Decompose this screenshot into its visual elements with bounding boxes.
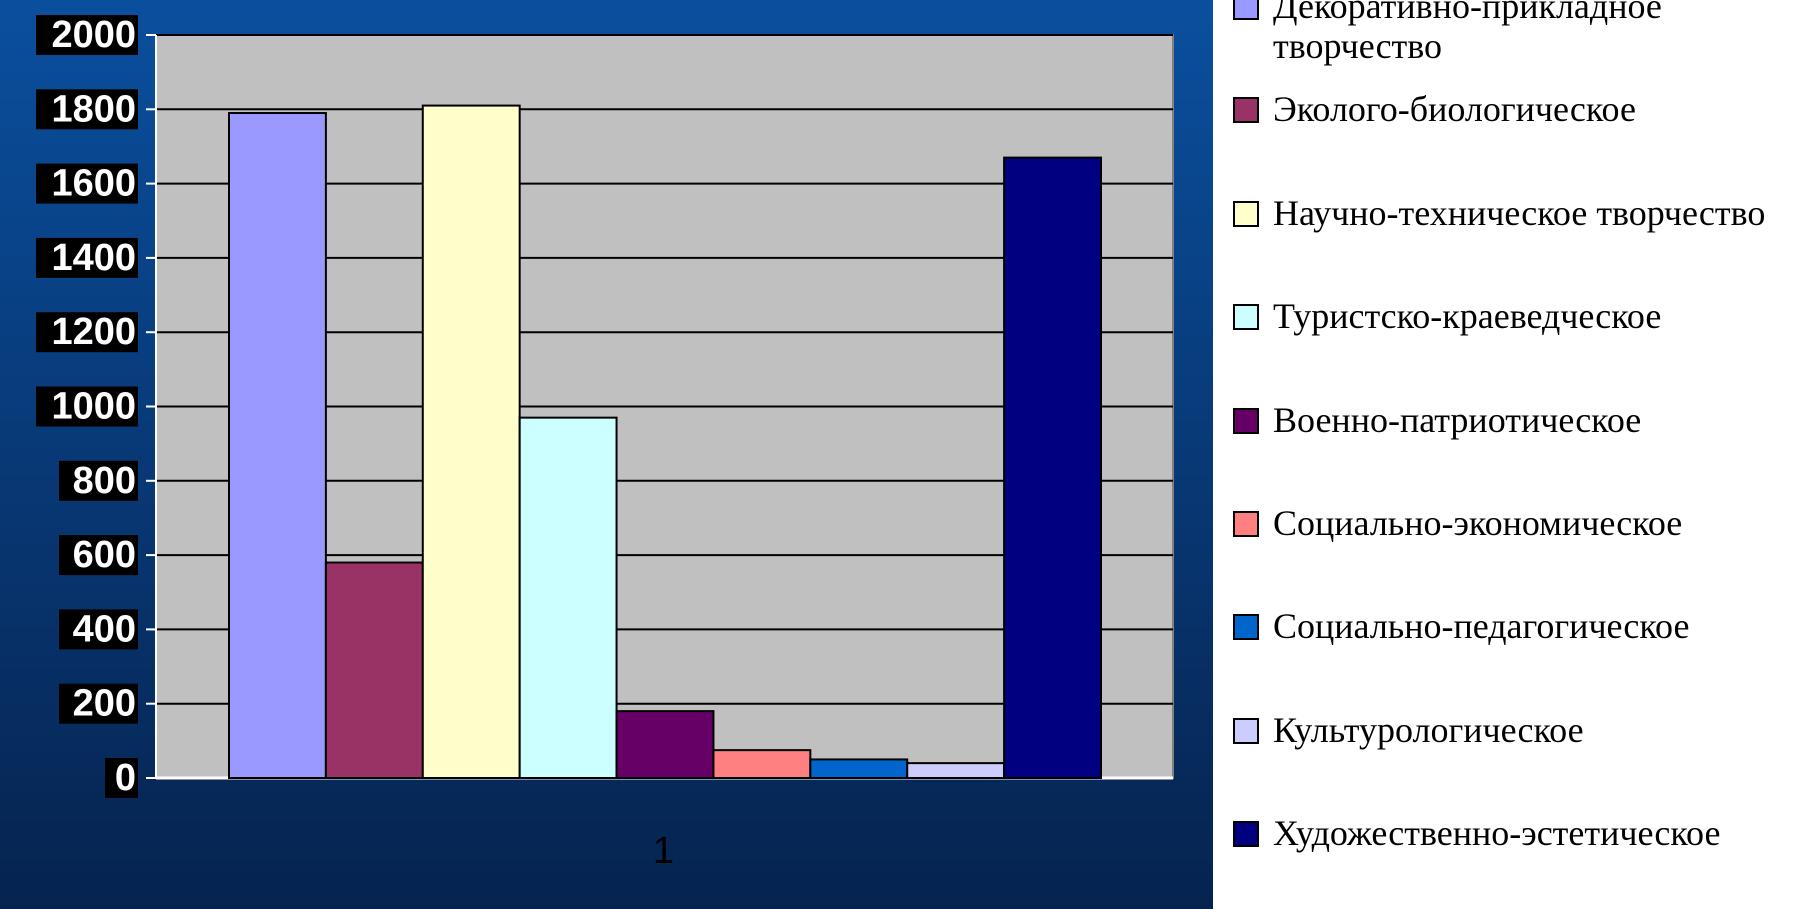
legend-background [1213,0,1812,909]
bar [615,710,715,780]
y-tick-label-box [36,163,138,204]
bar [228,112,327,779]
legend-swatch [1233,200,1259,227]
legend-label: Социально-экономическое [1273,503,1683,543]
bar [421,104,521,779]
legend-item: Социально-экономическое [1233,503,1808,543]
legend-label: Военно-патриотическое [1273,399,1642,440]
legend-swatch [1233,304,1259,331]
legend-item: Военно-патриотическое [1233,400,1808,440]
bar [712,749,812,780]
y-tick-label-box [59,535,138,576]
y-tick-label: 200 [73,683,136,725]
legend-swatch [1233,0,1259,20]
y-tick-label: 1800 [51,88,136,130]
legend-swatch [1233,407,1259,434]
y-tick-label-box [105,758,138,798]
y-tick-label: 1200 [51,311,136,353]
y-tick-label: 0 [115,757,136,799]
legend-item: Декоративно-прикладное творчество [1233,0,1808,66]
y-tick-label-box [36,15,138,55]
bar [518,416,618,779]
legend-label: Художественно-эстетическое [1273,813,1721,854]
legend-item: Научно-техническое творчество [1233,193,1808,233]
bar [906,762,1006,780]
legend-item: Художественно-эстетическое [1233,813,1808,853]
y-tick-label: 600 [73,534,136,576]
y-tick-label-box [59,460,138,501]
y-tick-label-box [36,89,138,130]
legend-item: Эколого-биологическое [1233,89,1808,129]
legend-swatch [1233,821,1259,848]
legend-item: Туристско-краеведческое [1233,296,1808,336]
legend-label: Туристско-краеведческое [1273,296,1662,337]
y-tick-label-box [59,683,138,724]
legend-swatch [1233,717,1259,744]
y-tick-label-box [36,237,138,278]
x-tick-label: 1 [653,830,674,872]
y-tick-label: 1600 [51,163,136,205]
legend-label: Декоративно-прикладное творчество [1273,0,1662,66]
bar [809,758,909,779]
legend: Декоративно-прикладное творчество Эколого… [1213,0,1812,909]
legend-item: Культурологическое [1233,710,1808,750]
legend-item: Социально-педагогическое [1233,606,1808,646]
y-tick-label: 400 [73,608,136,650]
legend-label: Социально-педагогическое [1273,606,1690,647]
y-tick-label-box [36,386,138,427]
legend-swatch [1233,97,1259,124]
bar [1003,156,1102,780]
legend-swatch [1233,511,1259,537]
legend-label: Культурологическое [1273,709,1584,750]
legend-label: Эколого-биологическое [1273,89,1636,130]
legend-swatch [1233,614,1259,641]
legend-label: Научно-техническое творчество [1273,192,1766,233]
y-tick-label-box [36,312,138,353]
y-tick-label: 2000 [51,14,136,56]
y-tick-label: 800 [73,460,136,502]
y-tick-label: 1400 [51,237,136,279]
y-tick-label: 1000 [51,386,136,428]
bar [324,561,424,780]
y-tick-label-box [59,609,138,650]
